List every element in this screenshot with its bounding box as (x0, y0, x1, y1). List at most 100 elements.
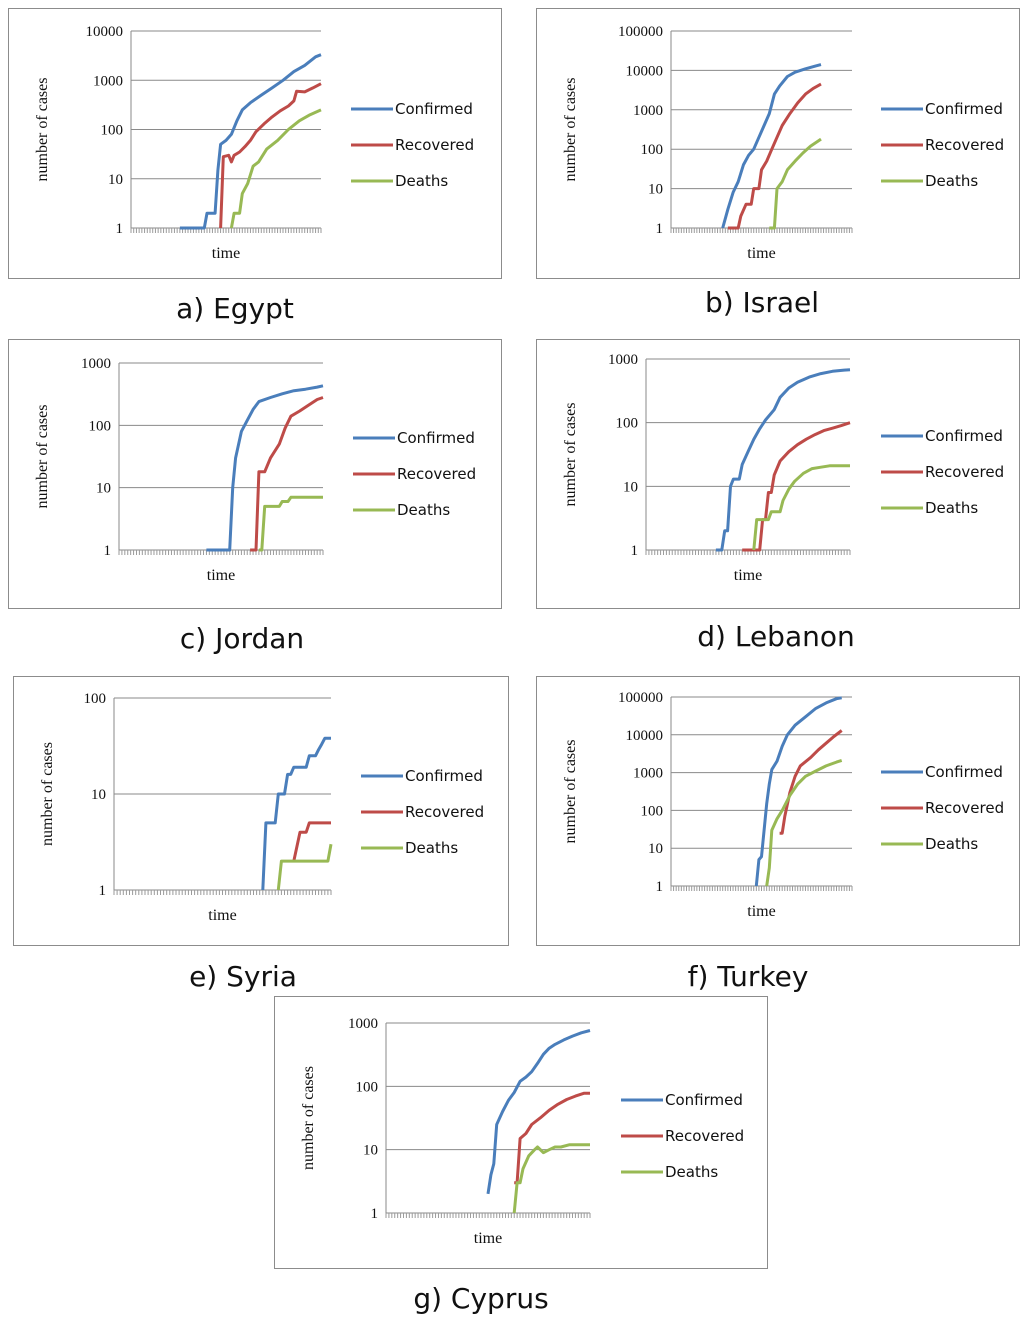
x-axis-label: time (734, 567, 762, 584)
figure-caption: c) Jordan (179, 622, 305, 655)
legend-label-recovered: Recovered (665, 1127, 744, 1145)
chart-panel-7: 1 10 100 1000 time number of cases Confirmed Re… (274, 996, 768, 1269)
y-tick-label: 1 (656, 879, 664, 895)
series-line-confirmed (179, 53, 322, 230)
series-line-deaths (276, 843, 333, 891)
legend-label-deaths: Deaths (395, 172, 448, 190)
x-axis-label: time (747, 245, 775, 262)
series-line-recovered (219, 82, 322, 229)
chart-panel-5: 1 10 100 time number of cases Confirmed Recove… (13, 676, 509, 946)
y-tick-label: 100000 (618, 24, 663, 40)
series-line-deaths (769, 137, 822, 230)
legend-label-deaths: Deaths (925, 499, 978, 517)
series-line-confirmed (206, 384, 324, 552)
chart-svg: 1 10 100 1000 time number of cases Confirmed Re… (562, 352, 1004, 584)
chart-panel-2: 1 10 100 1000 10000 100000 time number of cases… (536, 8, 1020, 279)
y-tick-label: 10 (648, 841, 663, 857)
series-line-recovered (250, 396, 324, 552)
legend-label-confirmed: Confirmed (665, 1091, 743, 1109)
series-line-confirmed (754, 696, 842, 887)
x-axis-label: time (207, 567, 235, 584)
series-line-recovered (514, 1091, 590, 1185)
y-tick-label: 1000 (633, 103, 663, 119)
series-line-recovered (292, 821, 331, 862)
legend-label-confirmed: Confirmed (925, 763, 1003, 781)
y-tick-label: 10000 (626, 63, 664, 79)
chart-svg: 1 10 100 1000 time number of cases Confirmed Re… (300, 1016, 744, 1247)
chart-svg: 1 10 100 1000 time number of cases Confirmed Re… (34, 356, 476, 584)
y-tick-label: 10 (96, 481, 111, 497)
x-axis-label: time (208, 907, 236, 924)
legend-label-recovered: Recovered (925, 136, 1004, 154)
y-tick-label: 1 (99, 883, 107, 899)
series-line-deaths (512, 1143, 590, 1214)
legend-label-deaths: Deaths (665, 1163, 718, 1181)
y-tick-label: 1 (104, 543, 112, 559)
y-tick-label: 100 (84, 691, 107, 707)
y-tick-label: 1000 (93, 73, 123, 89)
legend-label-recovered: Recovered (397, 465, 476, 483)
series-line-confirmed (721, 63, 822, 229)
y-tick-label: 10 (648, 182, 663, 198)
y-tick-label: 1000 (608, 352, 638, 368)
y-tick-label: 1000 (81, 356, 111, 372)
legend-label-recovered: Recovered (395, 136, 474, 154)
y-tick-label: 100 (89, 418, 112, 434)
legend-label-recovered: Recovered (925, 799, 1004, 817)
series-line-deaths (752, 464, 850, 551)
y-axis-label: number of cases (562, 78, 579, 182)
series-line-recovered (779, 729, 843, 835)
y-tick-label: 1 (371, 1206, 379, 1222)
y-tick-label: 100 (356, 1079, 379, 1095)
legend-label-recovered: Recovered (925, 463, 1004, 481)
series-line-recovered (727, 82, 822, 230)
figure-caption: b) Israel (704, 286, 820, 319)
y-tick-label: 10 (91, 787, 106, 803)
y-tick-label: 100 (616, 416, 639, 432)
y-tick-label: 1 (656, 221, 664, 237)
x-axis-label: time (212, 245, 240, 262)
figure-caption: d) Lebanon (697, 620, 855, 653)
y-tick-label: 10 (108, 172, 123, 188)
chart-panel-4: 1 10 100 1000 time number of cases Confirmed Re… (536, 339, 1020, 609)
x-axis-label: time (474, 1230, 502, 1247)
figure-caption: f) Turkey (687, 960, 809, 993)
series-line-deaths (229, 108, 322, 229)
legend-label-confirmed: Confirmed (395, 100, 473, 118)
legend-label-confirmed: Confirmed (925, 427, 1003, 445)
figure-caption: g) Cyprus (413, 1282, 549, 1315)
y-tick-label: 100 (641, 142, 664, 158)
series-line-deaths (258, 495, 323, 552)
series-line-confirmed (715, 368, 851, 552)
chart-panel-1: 1 10 100 1000 10000 time number of cases Confir… (8, 8, 502, 279)
y-tick-label: 10000 (86, 24, 124, 40)
figure-caption: a) Egypt (176, 292, 294, 325)
y-tick-label: 10000 (626, 728, 664, 744)
y-tick-label: 1 (116, 221, 124, 237)
legend-label-recovered: Recovered (405, 803, 484, 821)
figure-caption: e) Syria (189, 960, 297, 993)
chart-panel-3: 1 10 100 1000 time number of cases Confirmed Re… (8, 339, 502, 609)
legend-label-confirmed: Confirmed (405, 767, 483, 785)
y-tick-label: 1000 (633, 766, 663, 782)
chart-svg: 1 10 100 1000 10000 100000 time number of cases… (562, 690, 1004, 920)
y-axis-label: number of cases (300, 1066, 317, 1170)
series-line-deaths (765, 758, 843, 887)
chart-svg: 1 10 100 1000 10000 time number of cases Confir… (34, 24, 474, 262)
series-line-confirmed (261, 736, 331, 891)
y-axis-label: number of cases (34, 78, 51, 182)
y-axis-label: number of cases (562, 403, 579, 507)
legend-label-deaths: Deaths (397, 501, 450, 519)
y-tick-label: 100 (101, 123, 124, 139)
y-axis-label: number of cases (562, 740, 579, 844)
legend-label-deaths: Deaths (405, 839, 458, 857)
series-line-confirmed (486, 1029, 591, 1195)
legend-label-deaths: Deaths (925, 835, 978, 853)
y-tick-label: 100 (641, 803, 664, 819)
y-tick-label: 1 (631, 543, 639, 559)
y-tick-label: 100000 (618, 690, 663, 706)
legend-label-confirmed: Confirmed (397, 429, 475, 447)
legend-label-deaths: Deaths (925, 172, 978, 190)
x-axis-label: time (747, 903, 775, 920)
y-axis-label: number of cases (34, 405, 51, 509)
